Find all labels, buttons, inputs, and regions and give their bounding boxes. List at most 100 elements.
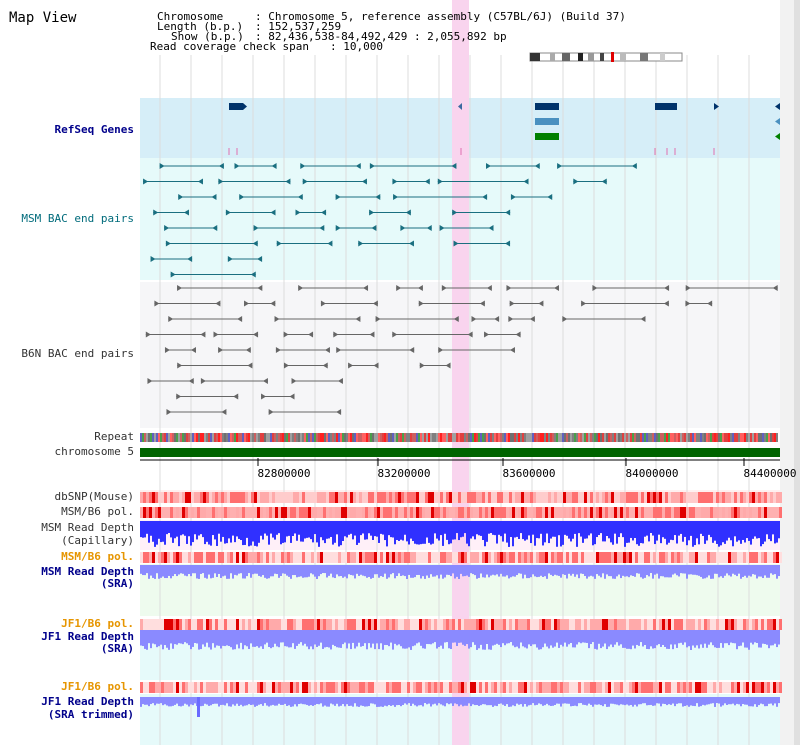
jf1-trim-depth-bar [208, 697, 210, 706]
repeat-segment [158, 433, 160, 442]
msm-sra-depth-bar [440, 565, 442, 575]
jf1-b6-pol-segment [512, 619, 515, 630]
jf1-sra-depth-bar [578, 630, 580, 643]
ideogram-band [550, 53, 555, 61]
msm-sra-depth-bar [342, 565, 344, 578]
jf1-sra-depth-bar [162, 630, 164, 650]
track-label-b6n-bac[interactable]: B6N BAC end pairs [21, 347, 134, 360]
jf1-sra-depth-bar [232, 630, 234, 650]
msm-b6-pol-segment [239, 507, 242, 518]
dbsnp-segment [296, 492, 299, 503]
jf1-trim-depth-bar [296, 697, 298, 707]
capillary-depth-bar [370, 521, 372, 536]
track-label-msm-bac[interactable]: MSM BAC end pairs [21, 212, 134, 225]
msm-sra-depth-bar [272, 565, 274, 577]
jf1-b6-pol-segment [455, 619, 458, 630]
track-label-msm-depth-sra-1[interactable]: MSM Read Depth [41, 565, 134, 578]
msm-sra-depth-bar [550, 565, 552, 575]
jf1-trim-depth-bar [484, 697, 486, 705]
jf1-trim-depth-bar [624, 697, 626, 706]
repeat-segment [600, 433, 602, 442]
track-label-jf1-depth-trim-1[interactable]: JF1 Read Depth [41, 695, 134, 708]
jf1-trim-depth-bar [514, 697, 516, 707]
jf1-b6-pol-segment [569, 619, 572, 630]
capillary-depth-bar [250, 521, 252, 546]
jf1-b6-pol-segment [185, 682, 188, 693]
jf1-sra-depth-bar [624, 630, 626, 648]
jf1-trim-depth-bar [224, 697, 226, 706]
msm-b6-pol-segment [653, 552, 656, 563]
repeat-segment [576, 433, 578, 442]
msm-b6-pol-segment [734, 552, 737, 563]
jf1-sra-depth-bar [642, 630, 644, 647]
track-label-chromosome[interactable]: chromosome 5 [54, 445, 134, 458]
track-label-msm-b6-pol-2[interactable]: MSM/B6 pol. [61, 550, 134, 563]
capillary-depth-bar [396, 521, 398, 540]
jf1-trim-depth-bar [324, 697, 326, 706]
msm-sra-depth-bar [648, 565, 650, 577]
msm-sra-depth-bar [672, 565, 674, 575]
repeat-segment [326, 433, 328, 442]
track-label-jf1-b6-pol-2[interactable]: JF1/B6 pol. [61, 680, 134, 693]
msm-sra-depth-bar [162, 565, 164, 577]
jf1-b6-pol-segment [344, 682, 347, 693]
capillary-depth-bar [264, 521, 266, 534]
track-label-msm-depth-capillary-1[interactable]: MSM Read Depth [41, 521, 134, 534]
jf1-b6-pol-segment [224, 682, 227, 693]
jf1-trim-depth-bar [298, 697, 300, 705]
capillary-depth-bar [228, 521, 230, 539]
jf1-b6-pol-segment [596, 619, 599, 630]
dbsnp-segment [671, 492, 674, 503]
dbsnp-segment [551, 492, 554, 503]
track-label-refseq[interactable]: RefSeq Genes [54, 123, 134, 136]
jf1-trim-depth-bar [384, 697, 386, 706]
repeat-segment [360, 433, 362, 442]
jf1-b6-pol-segment [194, 619, 197, 630]
repeat-segment [214, 433, 216, 442]
jf1-b6-pol-segment [140, 619, 143, 630]
jf1-sra-depth-bar [530, 630, 532, 647]
jf1-b6-pol-segment [494, 682, 497, 693]
msm-sra-depth-bar [340, 565, 342, 577]
capillary-depth-bar [672, 521, 674, 541]
msm-b6-pol-segment [461, 552, 464, 563]
jf1-trim-depth-bar [518, 697, 520, 705]
jf1-sra-depth-bar [442, 630, 444, 649]
jf1-b6-pol-segment [464, 619, 467, 630]
jf1-trim-depth-bar [728, 697, 730, 705]
msm-b6-pol-segment [332, 552, 335, 563]
track-label-jf1-b6-pol-1[interactable]: JF1/B6 pol. [61, 617, 134, 630]
msm-sra-depth-bar [420, 565, 422, 579]
dbsnp-segment [398, 492, 401, 503]
track-label-repeat[interactable]: Repeat [94, 430, 134, 443]
msm-b6-pol-segment [575, 507, 578, 518]
msm-b6-pol-segment [206, 507, 209, 518]
capillary-depth-bar [696, 521, 698, 539]
msm-b6-pol-segment [683, 552, 686, 563]
repeat-segment [234, 433, 236, 442]
track-label-msm-b6-pol-1[interactable]: MSM/B6 pol. [61, 505, 134, 518]
dbsnp-segment [173, 492, 176, 503]
jf1-b6-pol-segment [659, 619, 662, 630]
msm-sra-depth-bar [502, 565, 504, 577]
msm-b6-pol-segment [308, 507, 311, 518]
msm-sra-depth-bar [468, 565, 470, 577]
repeat-segment [292, 433, 294, 442]
msm-bac-pair-end [319, 225, 325, 231]
msm-b6-pol-segment [335, 507, 338, 518]
jf1-trim-depth-bar [216, 697, 218, 704]
dbsnp-segment [299, 492, 302, 503]
jf1-b6-pol-segment [161, 682, 164, 693]
dbsnp-segment [209, 492, 212, 503]
repeat-segment [662, 433, 664, 442]
jf1-trim-depth-bar [564, 697, 566, 704]
repeat-segment [334, 433, 336, 442]
jf1-b6-pol-segment [716, 682, 719, 693]
track-label-jf1-depth-sra-1[interactable]: JF1 Read Depth [41, 630, 134, 643]
msm-bac-pair-end [393, 194, 399, 200]
jf1-trim-depth-bar [362, 697, 364, 706]
jf1-sra-depth-bar [560, 630, 562, 645]
jf1-b6-pol-segment [260, 682, 263, 693]
track-label-dbsnp[interactable]: dbSNP(Mouse) [54, 490, 134, 503]
